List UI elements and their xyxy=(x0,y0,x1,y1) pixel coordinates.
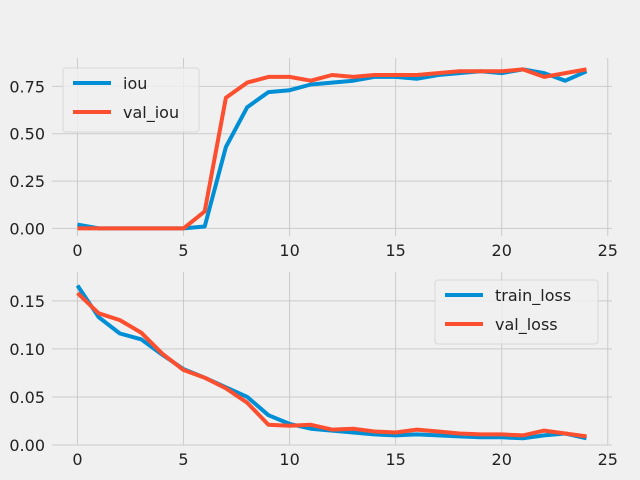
x-tick-label: 25 xyxy=(598,450,618,469)
x-tick-label: 15 xyxy=(385,241,405,260)
x-tick-label: 25 xyxy=(598,241,618,260)
y-tick-label: 0.10 xyxy=(9,340,45,359)
legend-label-iou: iou xyxy=(123,74,147,93)
legend-label-val_loss: val_loss xyxy=(495,315,558,335)
x-tick-label: 5 xyxy=(178,450,188,469)
x-tick-label: 15 xyxy=(385,450,405,469)
y-tick-label: 0.50 xyxy=(9,125,45,144)
legend-label-val_iou: val_iou xyxy=(123,103,179,123)
y-tick-label: 0.00 xyxy=(9,219,45,238)
x-tick-label: 20 xyxy=(492,450,512,469)
x-tick-label: 20 xyxy=(492,241,512,260)
x-tick-label: 0 xyxy=(72,450,82,469)
x-tick-label: 10 xyxy=(279,450,299,469)
x-tick-label: 0 xyxy=(72,241,82,260)
x-tick-label: 5 xyxy=(178,241,188,260)
y-tick-label: 0.75 xyxy=(9,77,45,96)
legend-label-train_loss: train_loss xyxy=(495,286,571,306)
y-tick-label: 0.05 xyxy=(9,388,45,407)
legend: train_loss val_loss xyxy=(434,279,599,345)
series-line-val_iou xyxy=(77,67,587,231)
y-tick-label: 0.15 xyxy=(9,292,45,311)
series-line-val_loss xyxy=(76,291,587,439)
y-tick-label: 0.00 xyxy=(9,436,45,455)
y-tick-label: 0.25 xyxy=(9,172,45,191)
legend: iou val_iou xyxy=(62,67,200,133)
x-tick-label: 10 xyxy=(279,241,299,260)
chart-2: 0 5 10 15 20 25 0.00 0.05 0.10 0.15 train_loss val_… xyxy=(9,272,618,469)
chart-1: 0 5 10 15 20 25 0.00 0.25 0.50 0.75 iou val_iou xyxy=(9,58,618,260)
